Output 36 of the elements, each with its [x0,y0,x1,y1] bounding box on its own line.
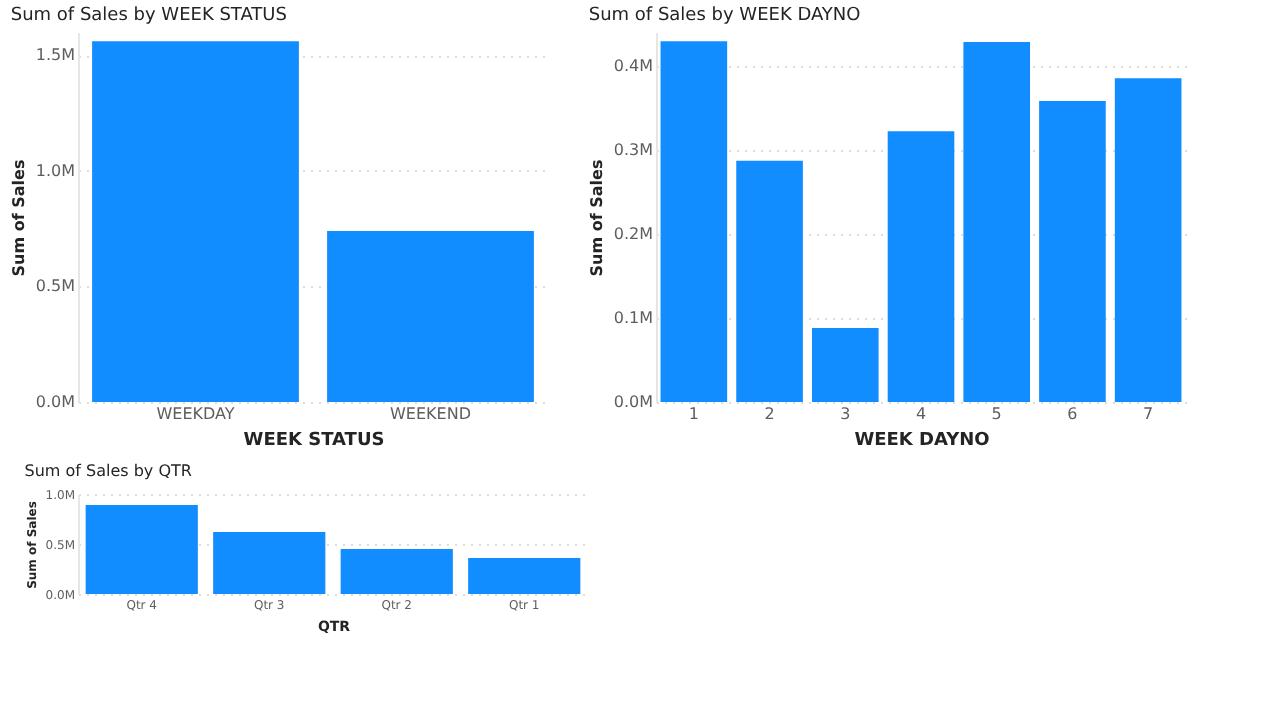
bar [340,549,453,594]
x-tick-label: 5 [991,405,1002,423]
y-tick-label: 0.0M [613,393,654,411]
bar [963,42,1031,402]
y-tick-label: 0.1M [613,308,654,327]
bar [85,505,198,594]
bar [660,41,728,402]
y-tick-label: 0.0M [35,393,76,411]
y-tick-label: 1.5M [35,46,76,65]
x-tick-label: 2 [764,405,775,423]
x-tick-label: 4 [915,405,927,423]
x-tick-label: 7 [1143,405,1154,423]
x-tick-label: 3 [840,405,851,423]
x-tick-label: WEEKEND [390,405,471,423]
chart-title: Sum of Sales by WEEK STATUS [10,6,288,26]
x-tick-label: 6 [1067,405,1078,423]
bar [468,558,581,594]
chart-title: Sum of Sales by WEEK DAYNO [588,6,861,26]
y-tick-label: 0.2M [613,224,654,243]
y-tick-label: 0.5M [35,277,76,296]
y-tick-label: 1.0M [35,161,76,180]
y-axis-title: Sum of Sales [9,159,28,277]
y-axis-title: Sum of Sales [587,159,606,277]
bar [736,160,803,402]
y-tick-label: 0.3M [613,140,654,159]
x-tick-label: WEEKDAY [156,405,235,423]
y-tick-label: 0.4M [613,56,654,75]
x-axis-title: WEEK DAYNO [854,431,991,451]
bar [1039,100,1106,402]
bar [1114,78,1182,402]
bar [887,131,955,402]
x-axis-title: WEEK STATUS [243,431,385,451]
bar [811,328,879,402]
chart-title: Sum of Sales by QTR [24,462,193,480]
bar [213,532,326,594]
x-tick-label: 1 [688,405,699,423]
